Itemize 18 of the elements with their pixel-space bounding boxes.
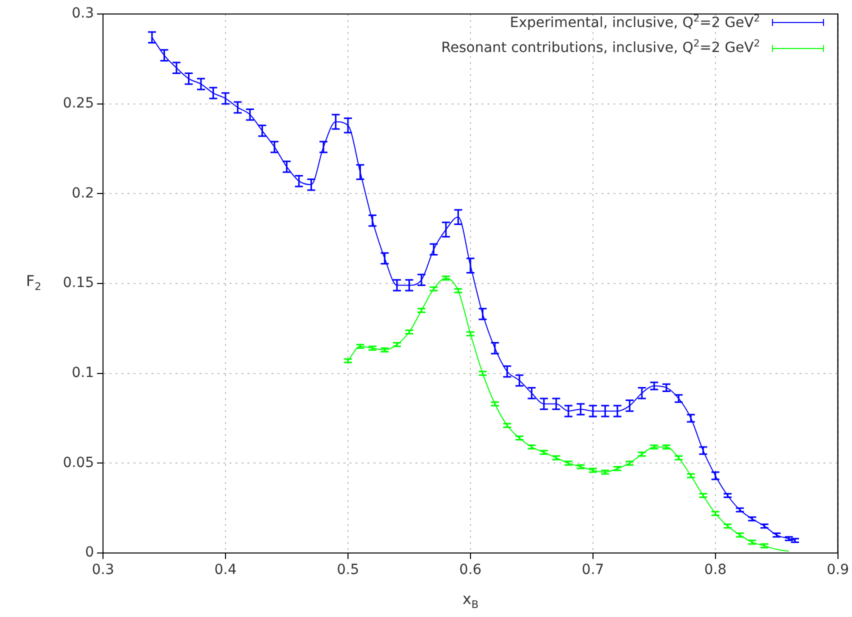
legend-label: Experimental, inclusive, Q$^{2}$=2 GeV$^{2}$ (510, 13, 760, 31)
x-tick-label: 0.3 (92, 562, 114, 578)
legend-label: Resonant contributions, inclusive, Q$^{2}$=2 GeV$^{2}$ (441, 38, 760, 56)
x-axis-title: x$_{B}$ (461, 590, 480, 611)
x-tick-label: 0.6 (459, 562, 482, 578)
x-tick-label: 0.5 (336, 562, 360, 578)
y-tick-label: 0.05 (62, 454, 94, 471)
x-tick-label: 0.9 (826, 562, 849, 578)
x-tick-label: 0.8 (704, 562, 727, 578)
x-tick-label: 0.4 (214, 562, 237, 578)
x-tick-label: 0.7 (582, 562, 604, 578)
y-tick-label: 0.1 (72, 364, 94, 381)
y-tick-label: 0 (85, 544, 94, 561)
y-tick-label: 0.2 (72, 185, 94, 202)
y-tick-label: 0.25 (62, 95, 94, 112)
y-tick-label: 0.3 (72, 6, 94, 22)
y-axis-title: F$_{2}$ (26, 272, 42, 293)
y-tick-label: 0.15 (62, 275, 94, 292)
